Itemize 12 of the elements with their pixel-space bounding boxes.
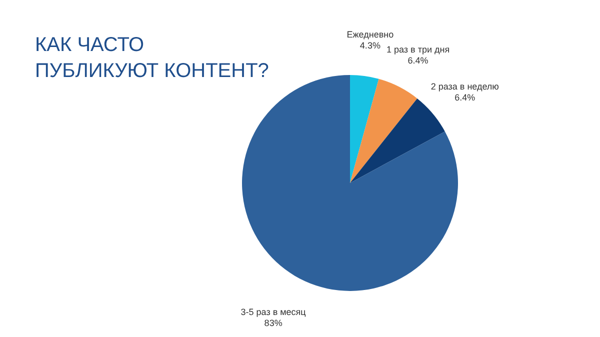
text: КАК ЧАСТО ПУБЛИКУЮТ КОНТЕНТ? — [35, 34, 269, 82]
slice-label: 2 раза в неделю — [430, 82, 500, 92]
data-label: 6.4% — [408, 55, 428, 66]
slice-label: Ежедневно — [346, 29, 394, 40]
data-label: 83% — [264, 318, 282, 328]
slice-label: 3-5 раз в месяц — [240, 306, 306, 317]
pie-slice — [350, 78, 418, 183]
data-label: 6.4% — [454, 92, 476, 103]
data-label: 4.3% — [360, 40, 380, 50]
pie-slice — [350, 98, 445, 183]
slice-label: 1 раз в три дня — [386, 44, 450, 54]
pie-slice — [350, 75, 379, 183]
